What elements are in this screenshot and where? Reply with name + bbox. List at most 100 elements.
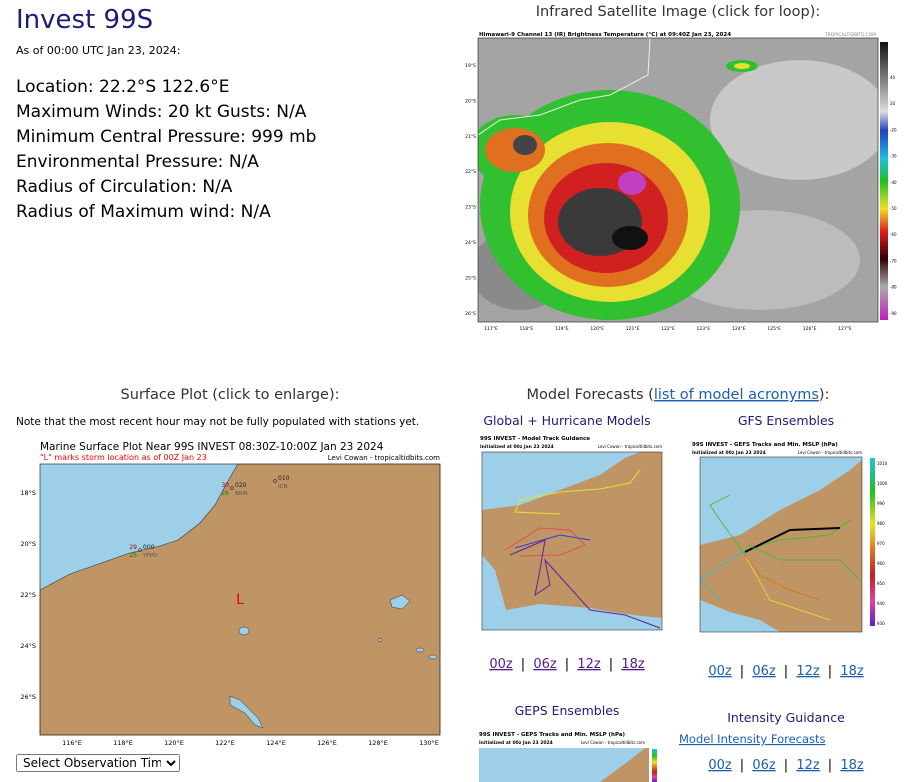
- colorbar-label: 980: [877, 521, 885, 526]
- station-dewpoint: 25: [129, 552, 137, 559]
- satellite-heading: Infrared Satellite Image (click for loop…: [536, 4, 821, 20]
- observation-time-select[interactable]: Select Observation Time...: [16, 754, 180, 772]
- station-id: YPPD: [142, 553, 157, 559]
- colorbar-label: 1010: [877, 461, 888, 466]
- lat-label: 18°S: [20, 489, 36, 497]
- acronyms-link[interactable]: list of model acronyms: [654, 387, 819, 403]
- panel-title: Intensity Guidance: [727, 710, 845, 725]
- colorbar-label: -30: [890, 154, 897, 159]
- image-title: Himawari-9 Channel 13 (IR) Brightness Te…: [479, 32, 731, 38]
- lat-label: 24°S: [465, 240, 476, 246]
- run-link[interactable]: 00z: [708, 664, 732, 679]
- run-link[interactable]: 12z: [796, 758, 820, 773]
- run-link[interactable]: 18z: [840, 758, 864, 773]
- image-title: 99S INVEST - GEPS Tracks and Min. MSLP (…: [479, 732, 626, 738]
- station-pressure: 010: [278, 475, 290, 482]
- plot-subtitle: "L" marks storm location as of 00Z Jan 2…: [40, 453, 207, 462]
- station-pressure: 000: [143, 544, 155, 551]
- geps-thumbnail[interactable]: 99S INVEST - GEPS Tracks and Min. MSLP (…: [475, 728, 660, 782]
- colorbar: [880, 42, 888, 320]
- image-init: Initialized at 00z Jan 23 2024: [480, 444, 554, 450]
- separator: |: [740, 664, 744, 679]
- colorbar: [870, 458, 875, 626]
- station: 30 020 26 BRM: [221, 482, 247, 497]
- station-marker: [138, 548, 142, 552]
- lon-label: 120°E: [590, 326, 604, 332]
- lat-label: 22°S: [465, 169, 476, 175]
- tracks: [504, 469, 661, 629]
- run-link[interactable]: 06z: [533, 657, 557, 672]
- colorbar-label: -90: [890, 311, 897, 316]
- lon-label: 126°E: [803, 326, 817, 332]
- gfs-thumbnail[interactable]: 99S INVEST - GEFS Tracks and Min. MSLP (…: [688, 433, 888, 635]
- colorbar-label: 40: [890, 75, 896, 80]
- separator: |: [565, 657, 569, 672]
- lon-label: 123°E: [697, 326, 711, 332]
- satellite-image[interactable]: Himawari-9 Channel 13 (IR) Brightness Te…: [458, 30, 898, 342]
- plot-credit: Levi Cowan - tropicaltidbits.com: [328, 454, 440, 462]
- colorbar-labels: 1010 1000 990 980 970 960 950 940 930: [877, 461, 888, 626]
- map-border: [39, 463, 441, 736]
- station-marker: [230, 486, 234, 490]
- image-credit: TROPICALTIDBITS.COM: [824, 32, 876, 38]
- info-line: Maximum Winds: 20 kt Gusts: N/A: [16, 102, 307, 122]
- colorbar-label: -80: [890, 285, 897, 290]
- sea: [482, 555, 662, 630]
- run-link[interactable]: 00z: [708, 758, 732, 773]
- image-title: 99S INVEST - Model Track Guidance: [480, 436, 590, 442]
- run-link[interactable]: 06z: [752, 758, 776, 773]
- separator: |: [521, 657, 525, 672]
- sea: [700, 600, 780, 632]
- surface-note: Note that the most recent hour may not b…: [16, 416, 419, 428]
- separator: |: [740, 758, 744, 773]
- intensity-link[interactable]: Model Intensity Forecasts: [679, 732, 826, 746]
- lon-label: 122°E: [661, 326, 675, 332]
- run-link[interactable]: 18z: [621, 657, 645, 672]
- station-marker: [273, 479, 277, 483]
- surface-plot[interactable]: Marine Surface Plot Near 99S INVEST 08:3…: [16, 437, 447, 753]
- map-border: [481, 451, 663, 631]
- separator: |: [828, 758, 832, 773]
- separator: |: [609, 657, 613, 672]
- lat-label: 26°S: [20, 693, 36, 701]
- run-link[interactable]: 00z: [489, 657, 513, 672]
- station-id: ICN: [278, 484, 288, 490]
- station: 010 ICN: [273, 475, 290, 490]
- global-thumbnail[interactable]: 99S INVEST - Model Track Guidance Initia…: [468, 433, 665, 635]
- image-title: 99S INVEST - GEFS Tracks and Min. MSLP (…: [692, 442, 838, 448]
- storm-marker: L: [236, 592, 244, 608]
- lon-label: 124°E: [266, 739, 286, 747]
- info-line: Radius of Maximum wind: N/A: [16, 202, 271, 222]
- lat-label: 19°S: [465, 63, 476, 69]
- lat-label: 20°S: [465, 98, 476, 104]
- lon-label: 121°E: [626, 326, 640, 332]
- surface-heading: Surface Plot (click to enlarge):: [120, 387, 339, 403]
- lat-label: 21°S: [465, 134, 476, 140]
- image-credit: Levi Cowan - tropicaltidbits.com: [598, 444, 662, 449]
- sea: [482, 452, 640, 510]
- colorbar-label: 930: [877, 621, 885, 626]
- separator: |: [828, 664, 832, 679]
- lakes: [229, 594, 438, 729]
- map-border: [699, 456, 863, 633]
- colorbar-label: -20: [890, 127, 897, 132]
- lon-label: 116°E: [62, 739, 82, 747]
- run-link[interactable]: 12z: [577, 657, 601, 672]
- colorbar-label: -70: [890, 258, 897, 263]
- image-init: Initialized at 00z Jan 23 2024: [692, 450, 766, 456]
- run-link[interactable]: 06z: [752, 664, 776, 679]
- colorbar-label: 950: [877, 581, 885, 586]
- lon-label: 127°E: [838, 326, 852, 332]
- run-link[interactable]: 18z: [840, 664, 864, 679]
- station: 29 000 25 YPPD: [129, 544, 157, 559]
- run-link[interactable]: 12z: [796, 664, 820, 679]
- heading-text: Model Forecasts (: [527, 387, 654, 403]
- lon-label: 119°E: [555, 326, 569, 332]
- lon-label: 118°E: [113, 739, 133, 747]
- lat-label: 20°S: [20, 540, 36, 548]
- land: [600, 748, 649, 782]
- info-line: Radius of Circulation: N/A: [16, 177, 233, 197]
- lon-label: 130°E: [419, 739, 439, 747]
- lon-label: 118°E: [520, 326, 534, 332]
- lon-label: 124°E: [732, 326, 746, 332]
